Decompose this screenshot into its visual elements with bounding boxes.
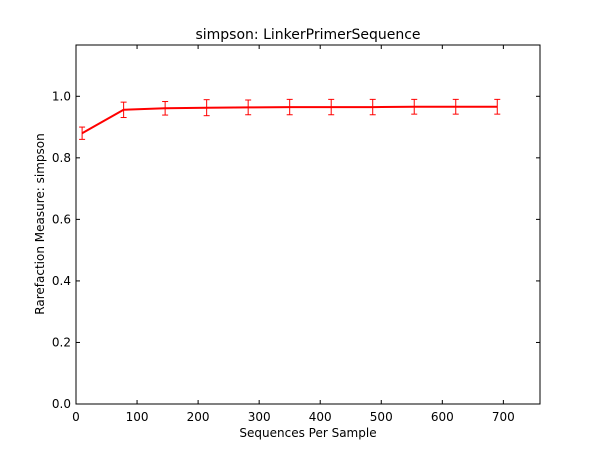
x-tick-labels: 0 100 200 300 400 500 600 700 xyxy=(72,410,515,424)
x-tick-label: 400 xyxy=(309,410,332,424)
x-tick-label: 0 xyxy=(72,410,80,424)
x-axis-label: Sequences Per Sample xyxy=(239,426,376,440)
y-tick-labels: 0.0 0.2 0.4 0.6 0.8 1.0 xyxy=(52,89,71,411)
x-tick-label: 600 xyxy=(431,410,454,424)
x-tick-label: 700 xyxy=(492,410,515,424)
plot-area xyxy=(75,44,541,405)
series-line xyxy=(81,105,498,135)
x-tick-label: 200 xyxy=(187,410,210,424)
x-tick-label: 500 xyxy=(370,410,393,424)
y-tick-label: 0.4 xyxy=(52,274,71,288)
y-tick-label: 0.2 xyxy=(52,335,71,349)
y-tick-label: 0.6 xyxy=(52,212,71,226)
y-tick-label: 1.0 xyxy=(52,89,71,103)
chart-title: simpson: LinkerPrimerSequence xyxy=(195,27,420,43)
y-tick-label: 0.8 xyxy=(52,151,71,165)
series-lines xyxy=(81,105,498,135)
ticks xyxy=(75,45,540,405)
y-axis-label: Rarefaction Measure: simpson xyxy=(33,133,47,314)
error-bar xyxy=(79,126,86,140)
x-tick-label: 100 xyxy=(126,410,149,424)
y-tick-label: 0.0 xyxy=(52,397,71,411)
x-tick-label: 300 xyxy=(248,410,271,424)
error-bars xyxy=(79,98,501,140)
